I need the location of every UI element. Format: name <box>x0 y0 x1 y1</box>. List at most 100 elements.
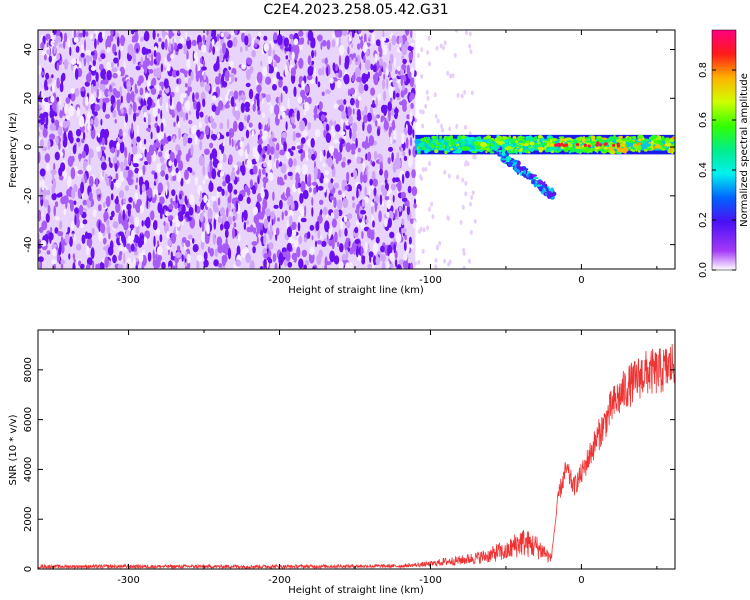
spectrogram-noise-cell <box>70 87 76 94</box>
spectrogram-noise-cell <box>203 194 208 204</box>
signal-band-cell <box>597 140 605 143</box>
spectrogram-noise-cell <box>147 187 153 199</box>
spectrogram-noise-cell <box>305 173 308 185</box>
spectrogram-noise-cell <box>95 188 102 195</box>
spectrogram-noise-cell <box>410 30 413 39</box>
spectrogram-noise-cell <box>55 135 59 146</box>
spectrogram-noise-cell <box>394 209 398 218</box>
spectrogram-noise-cell <box>392 177 396 183</box>
spectrogram-noise-cell <box>278 96 281 106</box>
spectrogram-noise-cell <box>345 249 349 260</box>
spectrogram-noise-cell <box>265 94 271 103</box>
spectrogram-noise-cell <box>44 79 48 90</box>
spectrogram-noise-cell <box>399 43 402 48</box>
spectrogram-noise-cell <box>358 83 365 94</box>
spectrogram-noise-cell <box>86 236 93 249</box>
spectrogram-noise-cell <box>379 64 383 70</box>
spectrogram-noise-cell <box>307 55 312 66</box>
spectrogram-noise-cell <box>114 163 118 172</box>
spectrogram-noise-cell <box>365 219 369 224</box>
spectrogram-noise-cell <box>132 257 136 268</box>
spectrogram-noise-cell <box>123 197 127 204</box>
spectrogram-noise-cell <box>375 236 380 244</box>
signal-band-cell <box>438 143 445 146</box>
signal-band-cell <box>660 137 665 141</box>
spectrogram-noise-cell <box>354 239 361 245</box>
signal-band-cell <box>632 136 637 140</box>
spectrogram-noise-cell <box>333 182 340 189</box>
spectrogram-noise-cell <box>88 154 91 165</box>
spectrogram-x-axis-label: Height of straight line (km) <box>288 285 424 296</box>
spectrogram-noise-cell <box>324 170 329 176</box>
spectrogram-noise-cell <box>163 78 169 89</box>
spectrogram-noise-cell <box>322 163 326 168</box>
branch-cell <box>506 152 509 157</box>
spectrogram-noise-cell <box>199 212 204 223</box>
spectrogram-noise-cell <box>234 30 238 36</box>
signal-band-cell <box>446 145 450 150</box>
spectrogram-faint-cell <box>421 167 425 173</box>
spectrogram-noise-cell <box>217 216 222 224</box>
spectrogram-noise-cell <box>63 209 67 216</box>
spectrogram-faint-cell <box>473 218 477 224</box>
spectrogram-noise-cell <box>401 55 405 60</box>
spectrogram-noise-cell <box>196 101 201 112</box>
spectrogram-noise-cell <box>296 110 300 122</box>
spectrogram-noise-cell <box>118 254 122 261</box>
signal-band-cell <box>509 138 516 144</box>
spectrogram-noise-cell <box>131 38 137 43</box>
spectrogram-noise-cell <box>257 110 261 115</box>
spectrogram-noise-cell <box>102 168 105 178</box>
spectrogram-noise-cell <box>244 114 248 122</box>
spectrogram-noise-cell <box>291 229 297 237</box>
spectrogram-faint-cell <box>469 229 473 235</box>
spectrogram-noise-cell <box>90 66 96 71</box>
spectrogram-noise-cell <box>385 68 389 76</box>
spectrogram-noise-cell <box>103 211 109 222</box>
spectrogram-noise-cell <box>235 200 239 212</box>
spectrogram-noise-cell <box>269 146 275 155</box>
spectrogram-noise-cell <box>135 184 138 190</box>
colorbar: 0.00.20.40.60.8 Normalized spectral ampl… <box>698 29 750 278</box>
spectrogram-noise-cell <box>248 122 253 128</box>
spectrogram-noise-cell <box>191 125 197 135</box>
spectrogram-noise-cell <box>42 127 48 138</box>
signal-band-cell <box>502 136 508 140</box>
spectrogram-noise-cell <box>156 162 162 173</box>
spectrogram-faint-cell <box>456 93 460 98</box>
spectrogram-noise-cell <box>140 56 144 66</box>
signal-band-cell <box>517 135 524 141</box>
spectrogram-noise-cell <box>53 41 58 46</box>
spectrogram-noise-cell <box>75 217 80 228</box>
spectrogram-noise-cell <box>330 212 335 218</box>
spectrogram-noise-cell <box>369 178 374 186</box>
signal-peak-cell <box>595 143 599 147</box>
spectrogram-noise-cell <box>337 190 342 196</box>
spectrogram-noise-cell <box>141 46 147 56</box>
figure-title: C2E4.2023.258.05.42.G31 <box>263 2 448 18</box>
spectrogram-noise-cell <box>347 88 351 96</box>
spectrogram-faint-cell <box>447 173 451 179</box>
spectrogram-noise-cell <box>46 163 50 172</box>
spectrogram-noise-cell <box>146 197 149 209</box>
spectrogram-noise-cell <box>249 260 255 269</box>
spectrogram-noise-cell <box>324 256 328 267</box>
spectrogram-noise-cell <box>196 259 200 269</box>
spectrogram-noise-cell <box>323 177 329 184</box>
signal-band-cell <box>521 150 526 153</box>
spectrogram-noise-cell <box>378 52 383 58</box>
colorbar-ticks: 0.00.20.40.60.8 <box>698 62 736 278</box>
spectrogram-noise-cell <box>390 136 393 145</box>
spectrogram-noise-cell <box>235 105 238 112</box>
spectrogram-noise-cell <box>188 206 194 216</box>
spectrogram-noise-cell <box>205 125 210 136</box>
spectrogram-noise-cell <box>245 82 251 88</box>
spectrogram-noise-cell <box>275 159 279 169</box>
spectrogram-noise-cell <box>357 254 362 262</box>
spectrogram-noise-cell <box>88 94 95 105</box>
spectrogram-noise-cell <box>347 46 350 55</box>
spectrogram-noise-cell <box>199 72 203 83</box>
spectrogram-noise-cell <box>71 188 76 199</box>
